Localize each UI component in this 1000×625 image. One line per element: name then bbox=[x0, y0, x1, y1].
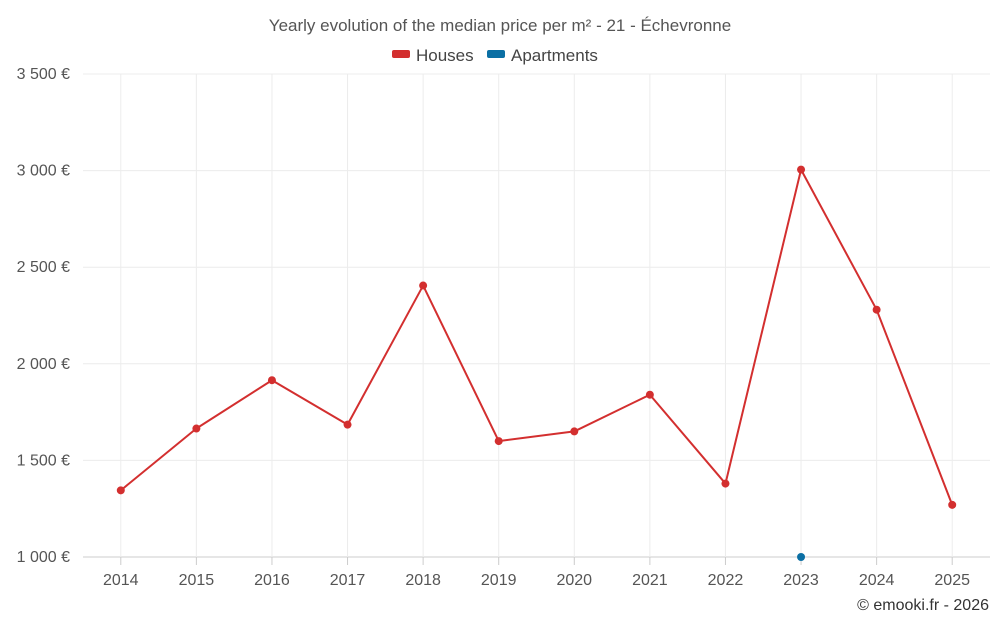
legend-item-apartments[interactable]: Apartments bbox=[487, 46, 598, 65]
x-tick-label: 2020 bbox=[556, 572, 592, 589]
x-tick-label: 2023 bbox=[783, 572, 819, 589]
x-tick-label: 2025 bbox=[934, 572, 970, 589]
data-point-houses-2016[interactable] bbox=[267, 376, 276, 385]
x-tick-label: 2014 bbox=[103, 572, 139, 589]
x-tick-label: 2017 bbox=[330, 572, 366, 589]
grid bbox=[83, 73, 990, 558]
x-tick-label: 2022 bbox=[708, 572, 744, 589]
y-axis: 1 000 € 1 500 € 2 000 € 2 500 € 3 000 € 3 500… bbox=[17, 66, 70, 566]
data-point-houses-2020[interactable] bbox=[570, 427, 579, 436]
legend-swatch-apartments bbox=[487, 50, 505, 58]
data-point-houses-2025[interactable] bbox=[948, 500, 957, 509]
legend-item-houses[interactable]: Houses bbox=[392, 46, 474, 65]
y-tick-label: 2 500 € bbox=[17, 259, 70, 276]
x-tick-label: 2021 bbox=[632, 572, 668, 589]
data-point-houses-2021[interactable] bbox=[645, 390, 654, 399]
y-tick-label: 3 500 € bbox=[17, 66, 70, 83]
y-tick-label: 3 000 € bbox=[17, 163, 70, 180]
x-tick-label: 2019 bbox=[481, 572, 517, 589]
data-point-houses-2015[interactable] bbox=[192, 424, 201, 433]
data-point-houses-2014[interactable] bbox=[116, 486, 125, 495]
data-point-houses-2017[interactable] bbox=[343, 420, 352, 429]
x-tick-label: 2016 bbox=[254, 572, 290, 589]
chart-title: Yearly evolution of the median price per… bbox=[269, 16, 731, 35]
series-line-houses bbox=[120, 168, 954, 506]
series-layer bbox=[116, 165, 957, 561]
y-tick-label: 1 500 € bbox=[17, 452, 70, 469]
y-tick-label: 1 000 € bbox=[17, 549, 70, 566]
data-point-apartments-2023[interactable] bbox=[797, 553, 806, 561]
credit-text: © emooki.fr - 2026 bbox=[857, 597, 989, 614]
data-point-houses-2018[interactable] bbox=[419, 281, 428, 290]
data-point-houses-2022[interactable] bbox=[721, 479, 730, 488]
legend-label-houses: Houses bbox=[416, 46, 474, 65]
data-point-houses-2023[interactable] bbox=[797, 165, 806, 174]
x-tick-label: 2024 bbox=[859, 572, 895, 589]
data-point-houses-2019[interactable] bbox=[494, 437, 503, 446]
data-point-houses-2024[interactable] bbox=[872, 305, 881, 314]
x-tick-label: 2015 bbox=[179, 572, 215, 589]
legend-label-apartments: Apartments bbox=[511, 46, 598, 65]
legend-swatch-houses bbox=[392, 50, 410, 58]
x-tick-label: 2018 bbox=[405, 572, 441, 589]
y-tick-label: 2 000 € bbox=[17, 356, 70, 373]
legend: Houses Apartments bbox=[392, 46, 598, 65]
x-axis: 2014 2015 2016 2017 2018 2019 2020 2021 2022 2023… bbox=[103, 557, 970, 589]
